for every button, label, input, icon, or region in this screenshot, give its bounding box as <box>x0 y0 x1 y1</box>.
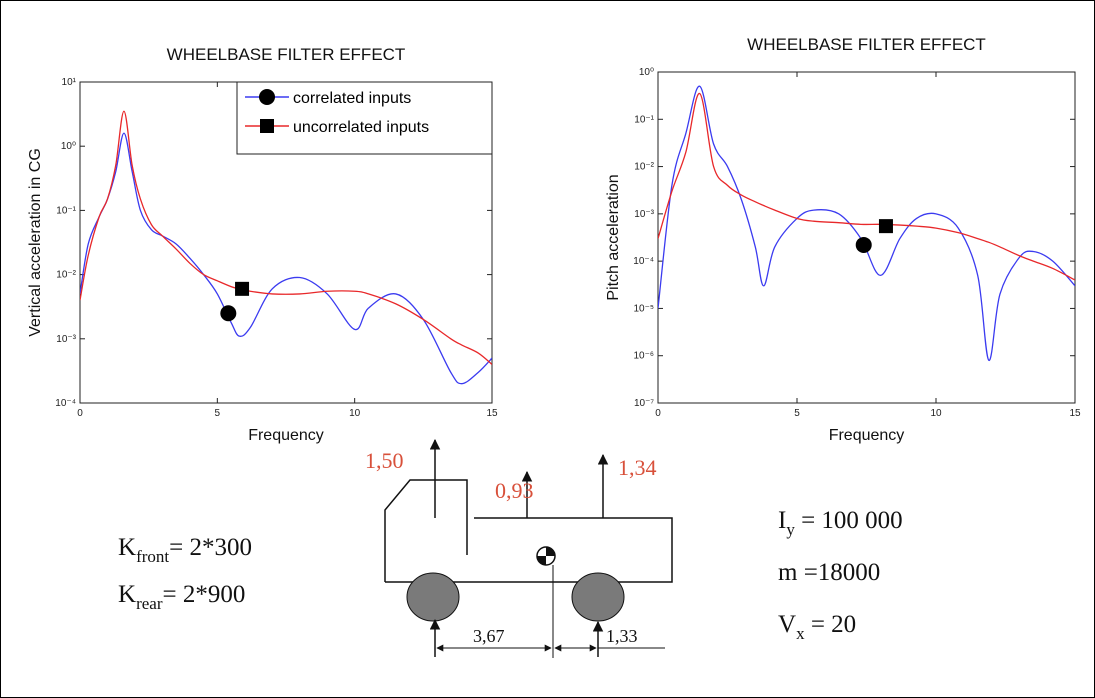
series-line <box>80 110 492 365</box>
x-tick-label: 5 <box>794 408 800 419</box>
force-label: 1,50 <box>365 448 404 473</box>
dimension-label: 1,33 <box>606 626 638 646</box>
series-line <box>658 85 1075 361</box>
y-tick-label: 10⁻¹ <box>634 114 654 125</box>
y-tick-label: 10⁻⁵ <box>633 303 654 314</box>
chart: WHEELBASE FILTER EFFECT Frequency Vertical… <box>27 45 498 444</box>
marker <box>855 236 872 253</box>
y-tick-label: 10⁻³ <box>634 209 654 220</box>
y-axis-label: Pitch acceleration <box>605 174 622 300</box>
subscript: rear <box>136 594 163 613</box>
force-label: 0,93 <box>495 478 534 503</box>
cab-outline <box>384 479 468 582</box>
legend: correlated inputs uncorrelated inputs <box>236 81 493 155</box>
y-tick-label: 10⁰ <box>639 67 654 78</box>
y-tick-label: 10⁻⁷ <box>634 398 654 409</box>
y-tick-label: 10⁻⁴ <box>55 398 76 409</box>
symbol: K <box>118 534 136 561</box>
mass: m =18000 <box>778 559 880 586</box>
x-axis-label: Frequency <box>829 427 905 444</box>
x-tick-label: 0 <box>77 408 83 419</box>
x-tick-label: 5 <box>215 408 221 419</box>
truck-diagram: 1,50 0,93 1,34 3,67 1,33 Kfront= 2*300 K… <box>118 438 903 658</box>
series-line <box>658 92 1075 281</box>
x-tick-label: 0 <box>655 408 661 419</box>
body-outline <box>385 517 673 583</box>
stiffness-front: Kfront= 2*300 <box>118 534 252 566</box>
y-axis-label: Vertical acceleration in CG <box>27 148 44 337</box>
speed: Vx = 20 <box>778 611 856 643</box>
stiffness-rear: Krear= 2*900 <box>118 581 245 613</box>
cg-symbol <box>536 546 556 566</box>
marker <box>220 305 237 322</box>
value: = 20 <box>805 611 857 638</box>
marker <box>235 281 250 296</box>
x-tick-label: 10 <box>930 408 942 419</box>
y-tick-label: 10⁻⁴ <box>633 256 654 267</box>
chart-title: WHEELBASE FILTER EFFECT <box>167 45 406 64</box>
y-tick-label: 10⁻¹ <box>56 205 76 216</box>
marker <box>260 119 274 133</box>
legend-label: uncorrelated inputs <box>293 119 429 136</box>
charts: WHEELBASE FILTER EFFECT Frequency Vertical… <box>27 35 1081 444</box>
chart: WHEELBASE FILTER EFFECT Frequency Pitch ac… <box>605 35 1081 444</box>
x-tick-label: 15 <box>486 408 498 419</box>
rear-wheel <box>571 572 625 622</box>
legend-label: correlated inputs <box>293 90 411 107</box>
symbol: I <box>778 507 786 534</box>
marker <box>878 219 893 234</box>
symbol: K <box>118 581 136 608</box>
y-tick-label: 10⁻² <box>634 162 654 173</box>
y-tick-label: 10⁰ <box>61 141 76 152</box>
front-wheel <box>406 572 460 622</box>
value: = 100 000 <box>795 507 903 534</box>
chart-title: WHEELBASE FILTER EFFECT <box>747 35 986 54</box>
y-tick-label: 10¹ <box>62 77 77 88</box>
y-tick-label: 10⁻⁶ <box>633 351 654 362</box>
symbol: V <box>778 611 796 638</box>
value: = 2*300 <box>169 534 252 561</box>
subscript: front <box>136 547 169 566</box>
subscript: x <box>796 624 805 643</box>
legend-box <box>236 81 493 155</box>
inertia: Iy = 100 000 <box>778 507 903 539</box>
x-tick-label: 15 <box>1069 408 1081 419</box>
dimension-label: 3,67 <box>473 626 505 646</box>
y-tick-label: 10⁻³ <box>56 334 76 345</box>
marker <box>259 89 275 105</box>
x-axis-label: Frequency <box>248 427 324 444</box>
x-tick-label: 10 <box>349 408 361 419</box>
subscript: y <box>786 520 795 539</box>
value: = 2*900 <box>162 581 245 608</box>
y-tick-label: 10⁻² <box>56 270 76 281</box>
force-label: 1,34 <box>618 455 657 480</box>
